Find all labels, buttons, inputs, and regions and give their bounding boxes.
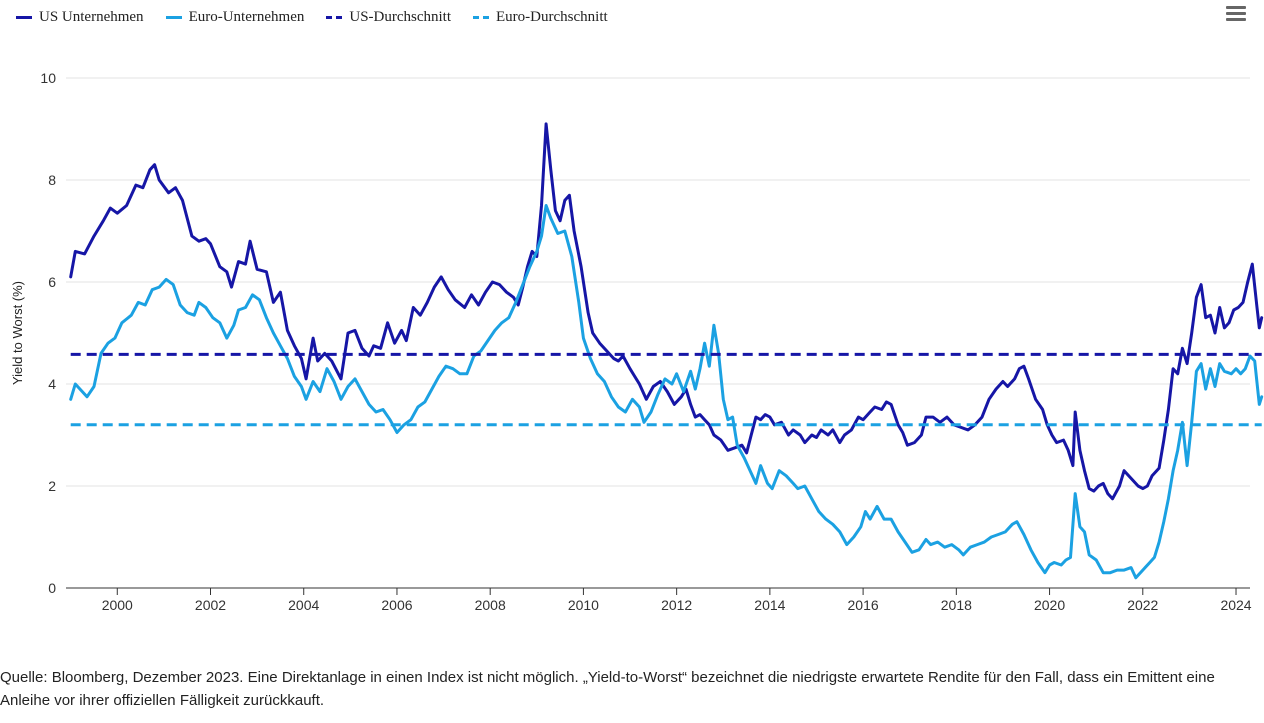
x-tick-label: 2008: [475, 597, 506, 613]
x-tick-label: 2018: [941, 597, 972, 613]
x-tick-label: 2024: [1220, 597, 1251, 613]
x-tick-label: 2016: [848, 597, 879, 613]
x-tick-label: 2014: [754, 597, 785, 613]
legend-label-us-durchschnitt: US-Durchschnitt: [349, 8, 452, 25]
series-line-us-unternehmen[interactable]: [69, 122, 1264, 501]
x-tick-label: 2020: [1034, 597, 1065, 613]
source-caption: Quelle: Bloomberg, Dezember 2023. Eine D…: [0, 669, 1215, 709]
hamburger-menu-icon[interactable]: [1226, 6, 1246, 22]
x-tick-label: 2012: [661, 597, 692, 613]
legend-swatch-euro-durchschnitt: [473, 15, 490, 19]
y-tick-label: 8: [48, 172, 56, 188]
x-tick-label: 2002: [195, 597, 226, 613]
x-tick-label: 2000: [102, 597, 133, 613]
legend-item-euro-durchschnitt[interactable]: Euro-Durchschnitt: [473, 9, 608, 26]
x-tick-label: 2010: [568, 597, 599, 613]
menu-bar: [1226, 6, 1246, 9]
legend-swatch-us-unternehmen: [16, 15, 32, 19]
line-chart: 0 2 4 6 8 10 2000 2002 2004 2006 2008 2010 2012 2014 2…: [10, 70, 1264, 613]
legend-label-euro-durchschnitt: Euro-Durchschnitt: [496, 8, 608, 25]
y-tick-label: 6: [48, 274, 56, 290]
x-tick-label: 2006: [381, 597, 412, 613]
legend-label-us-unternehmen: US Unternehmen: [39, 8, 144, 25]
legend-swatch-us-durchschnitt: [326, 15, 343, 19]
menu-bar: [1226, 18, 1246, 21]
y-axis-label: Yield to Worst (%): [10, 281, 25, 385]
legend-item-us-durchschnitt[interactable]: US-Durchschnitt: [326, 9, 451, 26]
y-tick-label: 10: [40, 70, 56, 86]
axes: 0 2 4 6 8 10 2000 2002 2004 2006 2008 2010 2012 2014 2…: [40, 70, 1251, 613]
legend-swatch-euro-unternehmen: [165, 15, 182, 19]
series-line-euro-unternehmen[interactable]: [69, 204, 1264, 580]
series-lines: [69, 122, 1264, 580]
y-tick-label: 2: [48, 478, 56, 494]
menu-bar: [1226, 12, 1246, 15]
legend-item-euro-unternehmen[interactable]: Euro-Unternehmen: [165, 8, 305, 26]
legend-item-us-unternehmen[interactable]: US Unternehmen: [16, 9, 144, 26]
x-tick-label: 2022: [1127, 597, 1158, 613]
grid-lines: [66, 77, 1250, 487]
legend-label-euro-unternehmen: Euro-Unternehmen: [188, 8, 305, 25]
y-tick-label: 4: [48, 376, 56, 392]
x-tick-label: 2004: [288, 597, 319, 613]
y-tick-label: 0: [48, 580, 56, 596]
chart-legend: US Unternehmen Euro-Unternehmen US-Durch…: [16, 6, 630, 28]
